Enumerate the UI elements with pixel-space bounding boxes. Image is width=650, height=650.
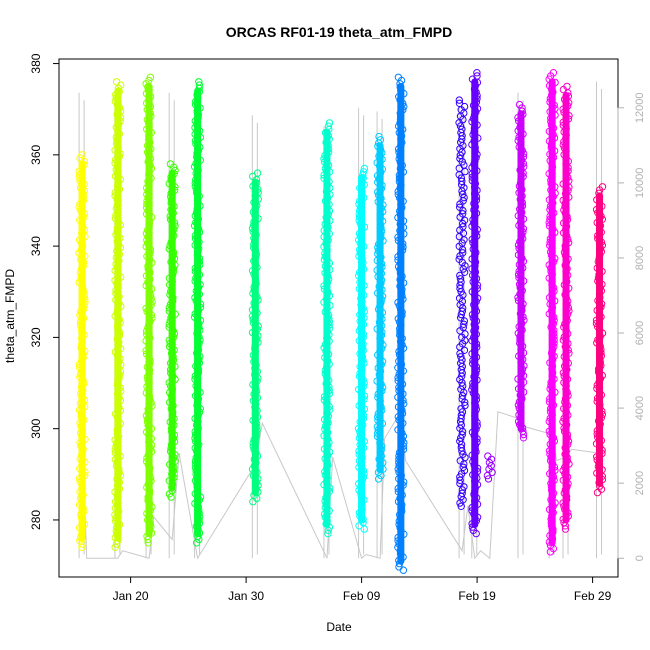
data-point (456, 122, 465, 130)
data-point (460, 320, 468, 328)
data-point (458, 489, 466, 497)
data-point (458, 307, 466, 315)
data-point (375, 132, 383, 141)
y-right-tick-label: 8000 (634, 246, 646, 270)
data-point (78, 543, 86, 551)
data-point (360, 164, 369, 173)
series-group (559, 82, 573, 533)
data-point (458, 177, 466, 186)
plot-area (75, 69, 607, 574)
series-group (165, 160, 179, 501)
y-right-tick-label: 4000 (634, 396, 646, 420)
data-point (78, 151, 86, 159)
data-point (195, 78, 203, 86)
y-tick-label: 280 (29, 510, 43, 530)
y-right-tick-label: 0 (634, 555, 646, 561)
series-group (111, 78, 125, 551)
data-point (166, 160, 175, 168)
data-point (249, 172, 257, 181)
data-point (146, 73, 155, 82)
series-group (190, 78, 205, 547)
data-point (459, 249, 467, 257)
data-point (460, 102, 469, 111)
x-tick-label: Jan 30 (228, 589, 264, 603)
y-right-tick-label: 10000 (634, 168, 646, 199)
series-group (394, 73, 408, 574)
altitude-trace (81, 410, 605, 560)
data-point (473, 69, 481, 77)
data-point (459, 210, 467, 218)
data-point (459, 223, 467, 231)
data-point (484, 452, 492, 460)
x-tick-label: Feb 09 (343, 589, 381, 603)
data-point (394, 73, 403, 82)
y-right-tick-label: 12000 (634, 93, 646, 124)
data-point (457, 353, 465, 361)
y-tick-label: 320 (29, 327, 43, 347)
data-point (458, 392, 467, 400)
data-point (515, 100, 524, 109)
series-group (373, 132, 387, 483)
series-group (248, 169, 262, 506)
series-group (468, 69, 482, 538)
plot-frame (58, 58, 619, 578)
series-group (354, 164, 369, 533)
x-axis-label: Date (326, 620, 352, 634)
series-group (455, 96, 469, 510)
data-point (458, 431, 466, 439)
series-group (320, 119, 334, 538)
data-point (459, 382, 467, 390)
data-point (458, 356, 466, 364)
data-point (460, 193, 468, 202)
series-group (483, 452, 496, 483)
y-right-tick-label: 6000 (634, 321, 646, 345)
y-tick-label: 380 (29, 53, 43, 73)
series-group (142, 73, 156, 547)
data-point (459, 463, 467, 471)
data-point (593, 488, 602, 497)
y-axis-right: 0 2000 4000 6000 8000 10000 12000 (617, 93, 646, 561)
data-point (598, 183, 607, 191)
data-point (461, 401, 469, 410)
data-point (456, 437, 464, 445)
data-point (456, 203, 464, 212)
x-tick-label: Feb 29 (574, 589, 612, 603)
data-point (253, 169, 262, 177)
data-point (457, 502, 465, 510)
series-group (545, 69, 559, 556)
series-group (514, 100, 528, 442)
y-axis-label: theta_atm_FMPD (3, 269, 17, 363)
data-point (484, 475, 493, 483)
data-point (455, 255, 463, 263)
x-tick-label: Feb 19 (458, 589, 496, 603)
x-tick-label: Jan 20 (113, 589, 149, 603)
series-group (75, 151, 89, 551)
data-point (325, 119, 334, 127)
y-tick-label: 340 (29, 236, 43, 256)
data-point (456, 275, 465, 283)
data-point (112, 78, 121, 86)
data-point (563, 82, 571, 91)
y-right-tick-label: 2000 (634, 471, 646, 495)
y-tick-label: 300 (29, 418, 43, 438)
data-point (455, 96, 463, 104)
data-point (456, 154, 464, 163)
data-point (455, 99, 464, 108)
y-tick-label: 360 (29, 145, 43, 165)
chart-title: ORCAS RF01-19 theta_atm_FMPD (226, 24, 452, 40)
x-axis: Jan 20 Jan 30 Feb 09 Feb 19 Feb 29 (113, 577, 612, 603)
data-point (399, 566, 408, 574)
y-axis: 280 300 320 340 360 380 (29, 53, 59, 530)
data-point (549, 69, 558, 77)
series-group (592, 183, 607, 497)
